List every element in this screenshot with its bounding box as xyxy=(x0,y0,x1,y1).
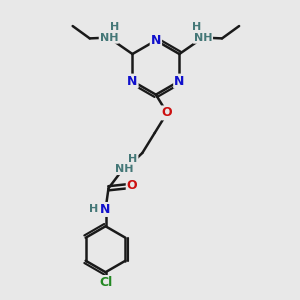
Text: Cl: Cl xyxy=(99,276,112,289)
Text: H: H xyxy=(128,154,137,164)
Text: N: N xyxy=(127,75,138,88)
Text: H: H xyxy=(192,22,202,32)
Text: N: N xyxy=(100,203,111,216)
Text: O: O xyxy=(127,179,137,192)
Text: NH: NH xyxy=(116,164,134,174)
Text: N: N xyxy=(151,34,161,47)
Text: N: N xyxy=(174,75,184,88)
Text: H: H xyxy=(110,22,119,32)
Text: H: H xyxy=(88,205,98,214)
Text: NH: NH xyxy=(100,33,118,43)
Text: NH: NH xyxy=(194,33,212,43)
Text: O: O xyxy=(162,106,172,119)
